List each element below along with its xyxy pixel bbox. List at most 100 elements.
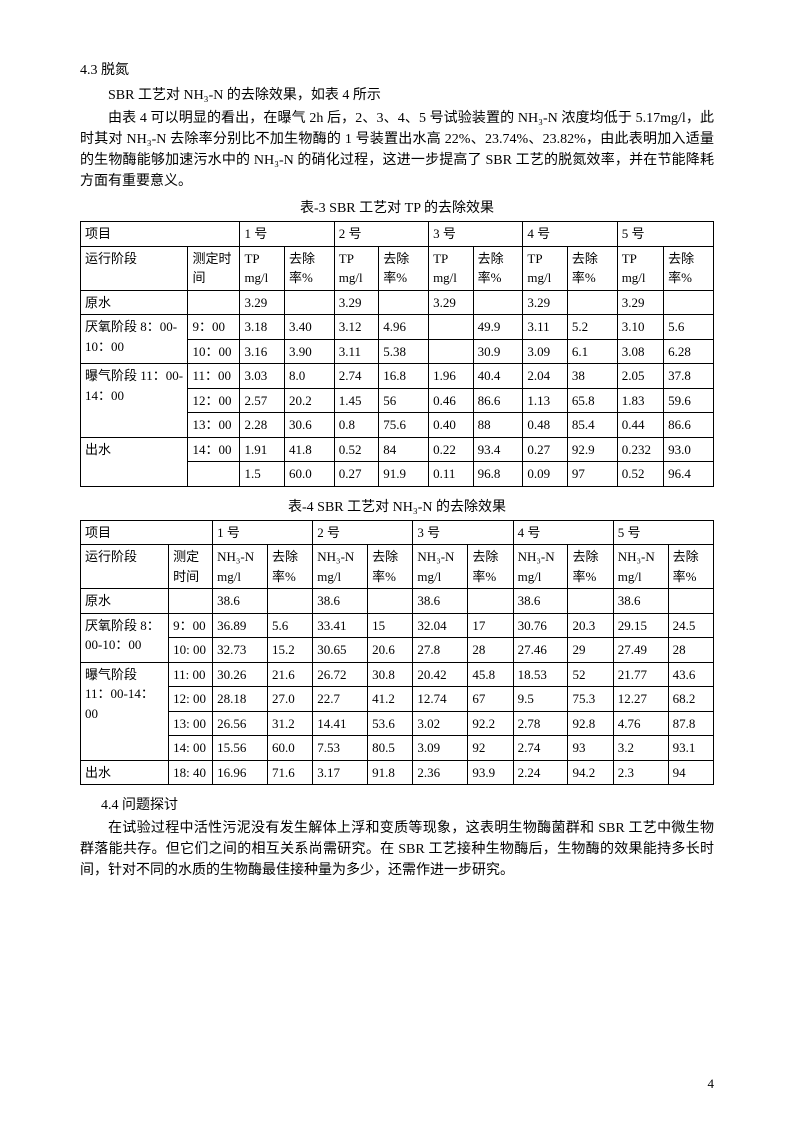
cell: 2.78 — [513, 711, 568, 736]
cell: 运行阶段 — [81, 545, 169, 589]
cell: 12：00 — [188, 388, 240, 413]
table-row: 运行阶段 测定时间 NH₃-N mg/l去除率% NH₃-N mg/l去除率% … — [81, 545, 714, 589]
cell: 29 — [568, 638, 613, 663]
cell: NH₃-N mg/l — [413, 545, 468, 589]
cell: 14: 00 — [169, 736, 213, 761]
cell: 32.04 — [413, 613, 468, 638]
cell: 3.09 — [413, 736, 468, 761]
cell: 2 号 — [334, 222, 428, 247]
cell: 93.0 — [664, 437, 714, 462]
table-row: 10: 00 32.7315.2 30.6520.6 27.828 27.462… — [81, 638, 714, 663]
cell: 31.2 — [268, 711, 313, 736]
cell — [429, 315, 474, 340]
cell: 0.40 — [429, 413, 474, 438]
cell: 14：00 — [188, 437, 240, 462]
cell: 7.53 — [313, 736, 368, 761]
cell: 3.03 — [240, 364, 285, 389]
cell: 3.90 — [284, 339, 334, 364]
cell: 1.91 — [240, 437, 285, 462]
cell: 2.74 — [513, 736, 568, 761]
cell: 75.6 — [379, 413, 429, 438]
cell: 3.17 — [313, 760, 368, 785]
cell: 4.76 — [613, 711, 668, 736]
cell: TP mg/l — [523, 246, 568, 290]
cell: 88 — [473, 413, 523, 438]
cell: 3.11 — [334, 339, 379, 364]
cell: 40.4 — [473, 364, 523, 389]
cell: 3.29 — [334, 290, 379, 315]
cell: 85.4 — [567, 413, 617, 438]
cell: 30.76 — [513, 613, 568, 638]
cell — [473, 290, 523, 315]
cell: 28.18 — [213, 687, 268, 712]
cell: 12.27 — [613, 687, 668, 712]
cell: 53.6 — [368, 711, 413, 736]
cell: 18: 40 — [169, 760, 213, 785]
table-row: 项目 1 号 2 号 3 号 4 号 5 号 — [81, 222, 714, 247]
cell: 93.4 — [473, 437, 523, 462]
table-row: 厌氧阶段 8：00-10：00 9：00 36.895.6 33.4115 32… — [81, 613, 714, 638]
cell: 6.28 — [664, 339, 714, 364]
cell: 28 — [668, 638, 713, 663]
table-row: 项目 1 号 2 号 3 号 4 号 5 号 — [81, 520, 714, 545]
cell: 38.6 — [413, 589, 468, 614]
cell: 93 — [568, 736, 613, 761]
cell: 27.0 — [268, 687, 313, 712]
cell: 2 号 — [313, 520, 413, 545]
cell: 97 — [567, 462, 617, 487]
table-row: 出水 14：00 1.9141.8 0.5284 0.2293.4 0.2792… — [81, 437, 714, 462]
cell: 3.16 — [240, 339, 285, 364]
cell: 3.02 — [413, 711, 468, 736]
cell: 3.29 — [240, 290, 285, 315]
cell: 9：00 — [169, 613, 213, 638]
cell: 去除率% — [567, 246, 617, 290]
cell: 49.9 — [473, 315, 523, 340]
cell: 5.2 — [567, 315, 617, 340]
table-row: 曝气阶段 11：00-14：00 11: 00 30.2621.6 26.723… — [81, 662, 714, 687]
cell: 去除率% — [268, 545, 313, 589]
cell: 68.2 — [668, 687, 713, 712]
cell: 29.15 — [613, 613, 668, 638]
table-row: 厌氧阶段 8：00-10：00 9：00 3.183.40 3.124.96 4… — [81, 315, 714, 340]
cell: NH₃-N mg/l — [313, 545, 368, 589]
cell: TP mg/l — [334, 246, 379, 290]
cell: 27.49 — [613, 638, 668, 663]
cell: 5 号 — [617, 222, 713, 247]
cell — [568, 589, 613, 614]
cell: 2.57 — [240, 388, 285, 413]
table-row: 14: 00 15.5660.0 7.5380.5 3.0992 2.7493 … — [81, 736, 714, 761]
cell: 93.1 — [668, 736, 713, 761]
cell: 1 号 — [213, 520, 313, 545]
cell: 测定时间 — [169, 545, 213, 589]
cell: 65.8 — [567, 388, 617, 413]
cell: 92.2 — [468, 711, 513, 736]
cell: 厌氧阶段 8：00-10：00 — [81, 613, 169, 662]
cell: 38 — [567, 364, 617, 389]
cell: 测定时间 — [188, 246, 240, 290]
cell: 91.9 — [379, 462, 429, 487]
cell: 3.18 — [240, 315, 285, 340]
cell: 28 — [468, 638, 513, 663]
cell — [284, 290, 334, 315]
cell: 2.04 — [523, 364, 568, 389]
cell: 60.0 — [268, 736, 313, 761]
cell: 出水 — [81, 760, 169, 785]
cell: 1.96 — [429, 364, 474, 389]
cell: 原水 — [81, 589, 169, 614]
cell: 52 — [568, 662, 613, 687]
cell: 0.8 — [334, 413, 379, 438]
cell: 92.9 — [567, 437, 617, 462]
section44-heading: 4.4 问题探讨 — [80, 795, 714, 816]
section44-para: 在试验过程中活性污泥没有发生解体上浮和变质等现象，这表明生物酶菌群和 SBR 工… — [80, 818, 714, 881]
cell: 0.27 — [334, 462, 379, 487]
cell: 27.46 — [513, 638, 568, 663]
cell: 11：00 — [188, 364, 240, 389]
cell: 去除率% — [568, 545, 613, 589]
section-heading: 4.3 脱氮 — [80, 60, 714, 81]
cell: 15.56 — [213, 736, 268, 761]
cell: TP mg/l — [617, 246, 663, 290]
cell: 0.44 — [617, 413, 663, 438]
cell: 94.2 — [568, 760, 613, 785]
cell — [188, 462, 240, 487]
cell: 96.8 — [473, 462, 523, 487]
